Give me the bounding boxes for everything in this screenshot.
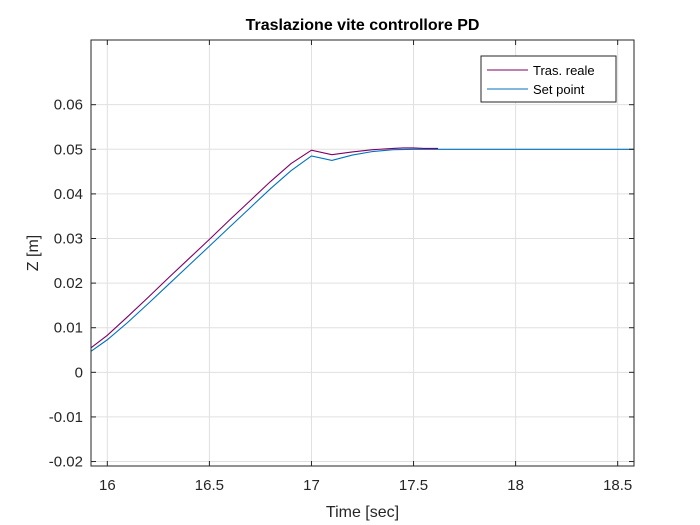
- y-tick-label: 0: [75, 364, 83, 381]
- y-tick-label: -0.02: [49, 454, 83, 471]
- y-tick-label: 0.04: [54, 186, 83, 203]
- series-layer: [90, 147, 634, 352]
- plot-frame: [90, 39, 635, 467]
- x-tick-label: 17: [303, 477, 320, 494]
- y-tick-label: 0.06: [54, 97, 83, 114]
- y-tick-label: 0.01: [54, 320, 83, 337]
- x-tick-label: 16: [99, 477, 116, 494]
- x-tick-label: 16.5: [195, 477, 224, 494]
- legend-label: Set point: [533, 82, 585, 97]
- y-tick-label: 0.02: [54, 275, 83, 292]
- x-tick-label: 18.5: [603, 477, 632, 494]
- y-tick-label: -0.01: [49, 409, 83, 426]
- plot-area: [91, 40, 634, 466]
- chart-title: Traslazione vite controllore PD: [246, 17, 480, 34]
- x-tick-label: 18: [507, 477, 524, 494]
- series-line-set-point: [90, 148, 634, 352]
- grid: [91, 40, 634, 466]
- x-axis-label: Time [sec]: [326, 504, 399, 521]
- x-tick-label: 17.5: [399, 477, 428, 494]
- ticks: 16 16.5 17 17.5 18 18.5 -0.02 -0.01 0 0.01 0.02 0.0…: [49, 40, 634, 494]
- y-axis-label: Z [m]: [25, 235, 42, 271]
- y-tick-label: 0.03: [54, 231, 83, 248]
- y-tick-label: 0.05: [54, 141, 83, 158]
- legend-box: [480, 55, 617, 103]
- legend: Tras. reale Set point: [480, 55, 617, 103]
- legend-label: Tras. reale: [533, 63, 595, 78]
- series-line-tras-reale: [90, 147, 439, 349]
